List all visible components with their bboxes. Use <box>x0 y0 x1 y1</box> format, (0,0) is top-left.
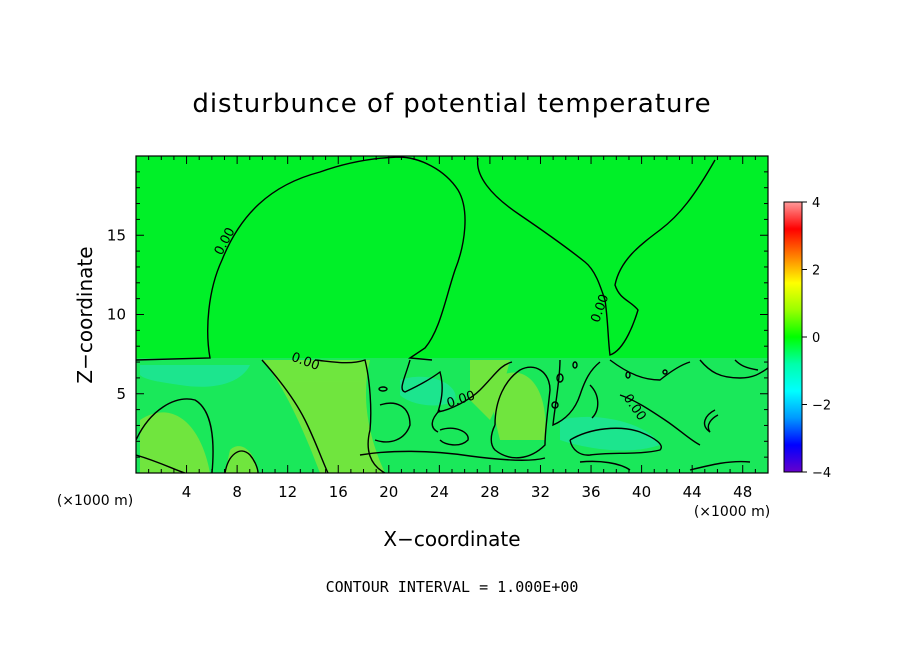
colorbar-ticks: 4 2 0 −2 −4 <box>802 196 831 481</box>
colorbar-bar <box>783 201 803 473</box>
contour-lower-q <box>589 384 599 419</box>
contour-small-5 <box>551 401 559 409</box>
contour-lower-f <box>439 427 469 446</box>
x-tick-label: 44 <box>683 483 702 501</box>
colorbar-tick-label: 4 <box>812 196 820 211</box>
contour-lower-i <box>619 394 701 446</box>
contour-lower-a <box>314 359 386 473</box>
colorbar-tick-label: −4 <box>812 466 831 481</box>
contour-lower-h <box>609 359 691 381</box>
colorbar-tick-label: −2 <box>812 399 831 414</box>
contour-small-3 <box>572 361 578 369</box>
contour-lower-n <box>579 460 631 471</box>
contour-lower-b <box>374 402 411 443</box>
contour-small-2 <box>556 373 564 383</box>
contour-lower-c <box>401 359 513 413</box>
y-tick-label: 5 <box>116 385 126 403</box>
contour-small-4 <box>625 371 631 379</box>
contour-lower-p <box>431 409 441 433</box>
y-tick-label: 10 <box>107 306 126 324</box>
contour-upper-dome <box>136 156 466 361</box>
contour-lower-e <box>552 359 601 427</box>
x-unit-left: (×1000 m) <box>57 493 133 509</box>
x-tick-label: 16 <box>329 483 348 501</box>
contour-lower-k <box>703 409 719 433</box>
x-axis-label: X−coordinate <box>383 527 520 551</box>
warm-patches <box>140 360 546 473</box>
x-tick-label: 40 <box>632 483 651 501</box>
contour-lines <box>136 156 768 473</box>
contour-lower-g <box>569 427 662 456</box>
contour-lower-left <box>136 398 214 473</box>
x-tick-label: 48 <box>733 483 752 501</box>
x-tick-label: 4 <box>182 483 192 501</box>
x-axis: 4 8 12 16 20 24 28 32 36 40 44 48 <box>148 156 756 501</box>
x-unit-right: (×1000 m) <box>694 504 770 520</box>
contour-lower-j <box>699 359 768 379</box>
contour-lower-o <box>689 460 751 471</box>
contour-lower-l <box>734 359 759 371</box>
y-axis: 5 10 15 <box>107 171 768 458</box>
x-tick-label: 36 <box>581 483 600 501</box>
x-tick-label: 32 <box>531 483 550 501</box>
y-tick-label: 15 <box>107 226 126 244</box>
plot-area: 0.000.000.000.00 0.00 <box>136 156 768 473</box>
contour-bump-8 <box>224 450 259 473</box>
x-tick-label: 24 <box>430 483 449 501</box>
x-tick-label: 20 <box>379 483 398 501</box>
contour-small-6 <box>662 369 668 375</box>
contour-interval-note: CONTOUR INTERVAL = 1.000E+00 <box>326 578 579 596</box>
contour-lower-mid <box>261 359 329 473</box>
chart-title: disturbunce of potential temperature <box>192 89 711 119</box>
colorbar-tick-label: 2 <box>812 264 820 279</box>
contour-small-1 <box>378 386 388 392</box>
y-axis-label: Z−coordinate <box>73 246 97 383</box>
x-tick-label: 28 <box>480 483 499 501</box>
contour-lower-left-2 <box>136 454 186 473</box>
x-tick-label: 8 <box>232 483 242 501</box>
contour-lower-m <box>359 450 546 461</box>
x-tick-label: 12 <box>278 483 297 501</box>
colorbar: 4 2 0 −2 −4 <box>783 196 831 481</box>
colorbar-tick-label: 0 <box>812 331 820 346</box>
contour-lower-d <box>490 366 551 459</box>
contour-upper-right <box>476 157 716 356</box>
